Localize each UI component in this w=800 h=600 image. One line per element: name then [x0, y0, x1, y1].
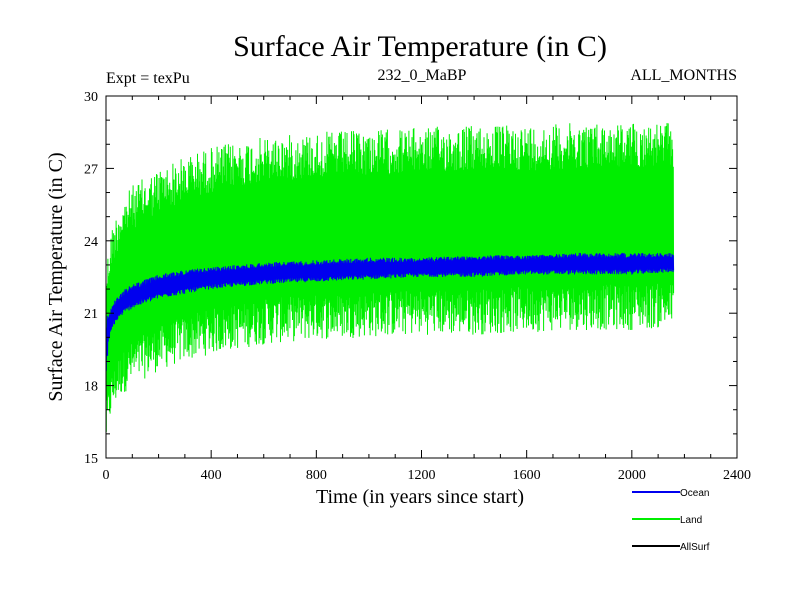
chart-title: Surface Air Temperature (in C) — [233, 30, 607, 63]
x-tick-label: 800 — [306, 468, 327, 483]
legend-allsurf-label: AllSurf — [680, 542, 710, 553]
legend-ocean-label: Ocean — [680, 488, 709, 499]
subtitle-period: 232_0_MaBP — [378, 67, 467, 84]
plot-series — [105, 123, 675, 432]
series-land-line — [105, 123, 675, 432]
x-tick-label: 400 — [201, 468, 222, 483]
y-axis-label: Surface Air Temperature (in C) — [45, 152, 67, 401]
y-tick-label: 30 — [84, 90, 98, 105]
y-tick-label: 15 — [84, 452, 98, 467]
x-tick-label: 2400 — [723, 468, 751, 483]
subtitle-months: ALL_MONTHS — [630, 67, 737, 84]
x-tick-label: 0 — [103, 468, 110, 483]
subtitle-experiment: Expt = texPu — [106, 70, 190, 87]
y-tick-label: 27 — [84, 162, 98, 177]
y-tick-label: 21 — [84, 307, 98, 322]
x-axis-label: Time (in years since start) — [316, 486, 524, 508]
legend-land-label: Land — [680, 515, 702, 526]
legend: Ocean Land AllSurf — [632, 488, 710, 553]
axis-ticks: 0 400 800 1200 1600 2000 2400 15 18 21 24 27 30 — [84, 90, 751, 483]
x-tick-label: 2000 — [618, 468, 646, 483]
series-ocean-line — [105, 252, 675, 371]
y-tick-label: 18 — [84, 380, 98, 395]
x-tick-label: 1200 — [408, 468, 436, 483]
y-tick-label: 24 — [84, 235, 98, 250]
x-tick-label: 1600 — [513, 468, 541, 483]
